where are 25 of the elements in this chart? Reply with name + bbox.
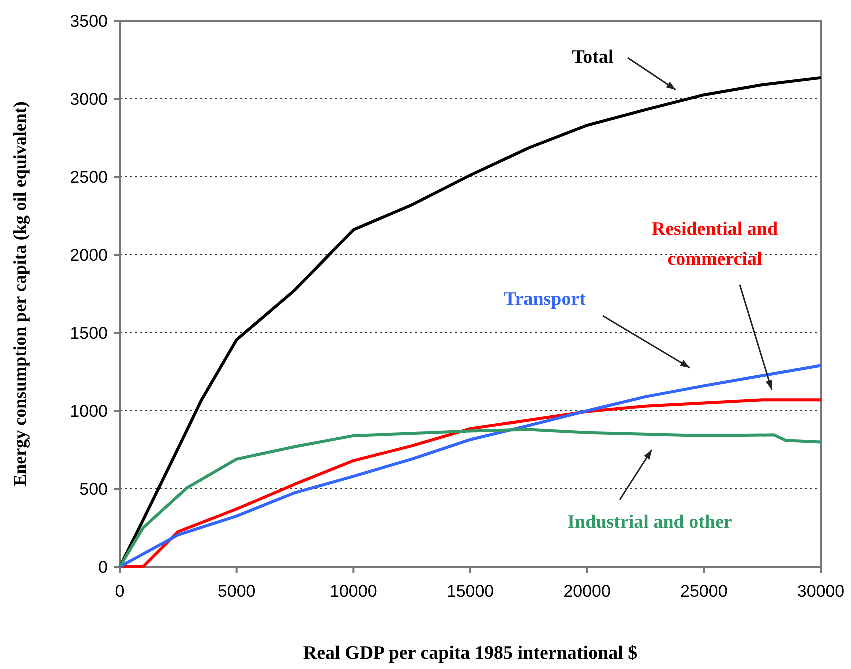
x-tick-label: 10000 [330,582,378,601]
line-series [118,364,822,568]
x-tick-label: 20000 [564,582,611,601]
y-tick-label: 0 [98,558,108,577]
line-series [118,76,822,568]
text: Industrial and other [568,512,733,533]
y-tick-label: 500 [80,480,108,499]
y-tick-label: 3500 [70,12,108,31]
y-tick-label: 1500 [70,324,108,343]
x-tick-label: 30000 [797,582,845,601]
x-tick-label: 5000 [218,582,256,601]
text: Residential and commercial [652,219,779,270]
x-tick-label: 25000 [680,582,728,601]
x-axis-title: Real GDP per capita 1985 international $ [303,643,638,664]
x-tick-label: 15000 [446,582,494,601]
text: Total [572,47,614,68]
text: Transport [504,289,587,310]
y-tick-label: 3000 [70,90,108,109]
line-series [118,428,822,568]
x-tick-label: 0 [115,582,125,601]
line-series [118,398,822,568]
y-tick-label: 2500 [70,168,108,187]
y-tick-label: 1000 [70,402,108,421]
y-tick-label: 2000 [70,246,108,265]
y-axis-title: Energy consumption per capita (kg oil equivalent) [10,102,30,486]
